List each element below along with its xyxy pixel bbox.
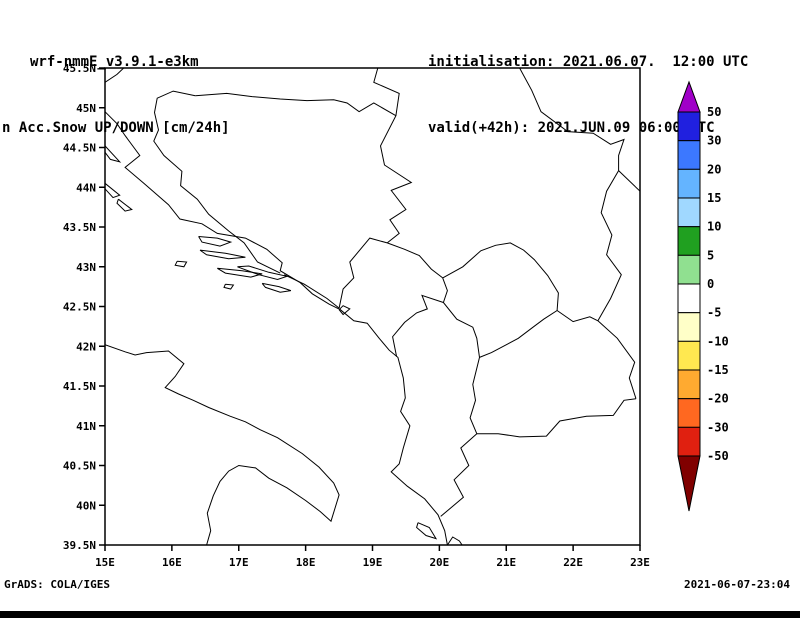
colorbar-segment	[677, 398, 701, 428]
model-version-label: wrf-nmmE_v3.9.1-e3km	[30, 54, 199, 70]
colorbar-label: 0	[707, 277, 714, 291]
colorbar-segment	[677, 426, 701, 457]
border-serbia-romania	[519, 68, 625, 171]
island-hvar	[199, 249, 246, 260]
colorbar-segment	[677, 226, 701, 256]
island-vis	[174, 260, 188, 268]
island-lastovo	[223, 283, 235, 290]
y-tick-label: 44N	[76, 181, 96, 194]
border-romania-bulgaria-danube	[618, 170, 640, 192]
colorbar-label: 20	[707, 162, 721, 176]
x-tick-label: 20E	[429, 556, 449, 569]
x-tick-label: 23E	[630, 556, 650, 569]
x-tick-label: 19E	[363, 556, 383, 569]
island-corfu	[416, 522, 438, 540]
coast-greece-ionian	[446, 536, 463, 545]
border-croatia-serbia	[373, 68, 400, 116]
colorbar-label: -30	[707, 420, 729, 434]
colorbar-segment	[677, 369, 701, 400]
colorbar-label: 30	[707, 134, 721, 148]
bottom-edge-bar	[0, 611, 800, 618]
colorbar-label: -5	[707, 306, 721, 320]
y-tick-label: 43.5N	[63, 221, 96, 234]
border-albania-macedonia	[469, 357, 480, 434]
colorbar-segment	[677, 283, 701, 314]
colorbar-segment	[677, 254, 701, 285]
grads-credit: GrADS: COLA/IGES	[4, 578, 110, 591]
colorbar-label: 50	[707, 105, 721, 119]
plot-frame	[104, 67, 641, 546]
border-croatia-bosnia-west	[153, 90, 281, 274]
colorbar-label: 10	[707, 220, 721, 234]
x-tick-label: 16E	[162, 556, 182, 569]
y-tick-label: 41N	[76, 420, 96, 433]
x-tick-label: 22E	[563, 556, 583, 569]
island-pag	[105, 145, 122, 163]
variable-label: n Acc.Snow UP/DOWN [cm/24h]	[2, 120, 230, 136]
y-tick-label: 40N	[76, 499, 96, 512]
y-tick-label: 45.5N	[63, 62, 96, 75]
colorbar-segment	[677, 312, 701, 342]
colorbar-label: -50	[707, 449, 729, 463]
island-mljet	[261, 282, 292, 293]
island-korcula	[217, 267, 263, 278]
border-slovenia-croatia	[105, 68, 125, 83]
x-tick-label: 18E	[296, 556, 316, 569]
y-tick-label: 42.5N	[63, 301, 96, 314]
border-macedonia-bulgaria	[597, 320, 637, 399]
coast-italy	[105, 344, 340, 545]
colorbar-label: -15	[707, 363, 729, 377]
y-tick-label: 42N	[76, 340, 96, 353]
kotor-bay	[338, 305, 351, 316]
map-outlines	[105, 68, 640, 545]
y-tick-label: 40.5N	[63, 460, 96, 473]
y-tick-label: 44.5N	[63, 142, 96, 155]
x-tick-label: 17E	[229, 556, 249, 569]
island-brac	[198, 236, 233, 247]
colorbar-arrow-top	[677, 80, 701, 113]
border-montenegro-albania	[392, 294, 444, 357]
border-kosovo	[442, 242, 559, 359]
colorbar-segment	[677, 111, 701, 142]
x-tick-label: 21E	[496, 556, 516, 569]
plot-header-left: wrf-nmmE_v3.9.1-e3km n Acc.Snow UP/DOWN …	[2, 7, 230, 183]
border-macedonia-greece	[476, 398, 637, 438]
colorbar-segment	[677, 140, 701, 170]
border-serbia-bulgaria	[597, 170, 622, 322]
island-dugi-otok	[105, 182, 121, 199]
y-tick-label: 39.5N	[63, 539, 96, 552]
x-tick-label: 15E	[95, 556, 115, 569]
border-croatia-bosnia-south	[283, 274, 340, 309]
colorbar-label: 5	[707, 248, 714, 262]
valid-time-label: valid(+42h): 2021.JUN.09 06:00 UTC	[428, 120, 715, 136]
border-bosnia-north-drina	[195, 92, 413, 244]
border-serbia-macedonia	[556, 310, 599, 323]
colorbar-segment	[677, 168, 701, 199]
init-time-label: initialisation: 2021.06.07. 12:00 UTC	[428, 54, 749, 70]
plot-header-right: initialisation: 2021.06.07. 12:00 UTC va…	[428, 7, 748, 183]
colorbar-label: -20	[707, 392, 729, 406]
colorbar-label: 15	[707, 191, 721, 205]
border-serbia-montenegro	[387, 242, 444, 279]
y-tick-label: 43N	[76, 261, 96, 274]
creation-timestamp: 2021-06-07-23:04	[684, 578, 790, 591]
colorbar-segment	[677, 340, 701, 371]
colorbar-label: -10	[707, 334, 729, 348]
coast-adriatic-east	[105, 111, 448, 545]
colorbar-segment	[677, 197, 701, 228]
y-tick-label: 41.5N	[63, 380, 96, 393]
y-tick-label: 45N	[76, 102, 96, 115]
border-bosnia-montenegro	[338, 237, 388, 309]
colorbar-arrow-bottom	[677, 455, 701, 512]
island-kornati	[116, 198, 133, 212]
border-albania-greece	[440, 433, 478, 517]
